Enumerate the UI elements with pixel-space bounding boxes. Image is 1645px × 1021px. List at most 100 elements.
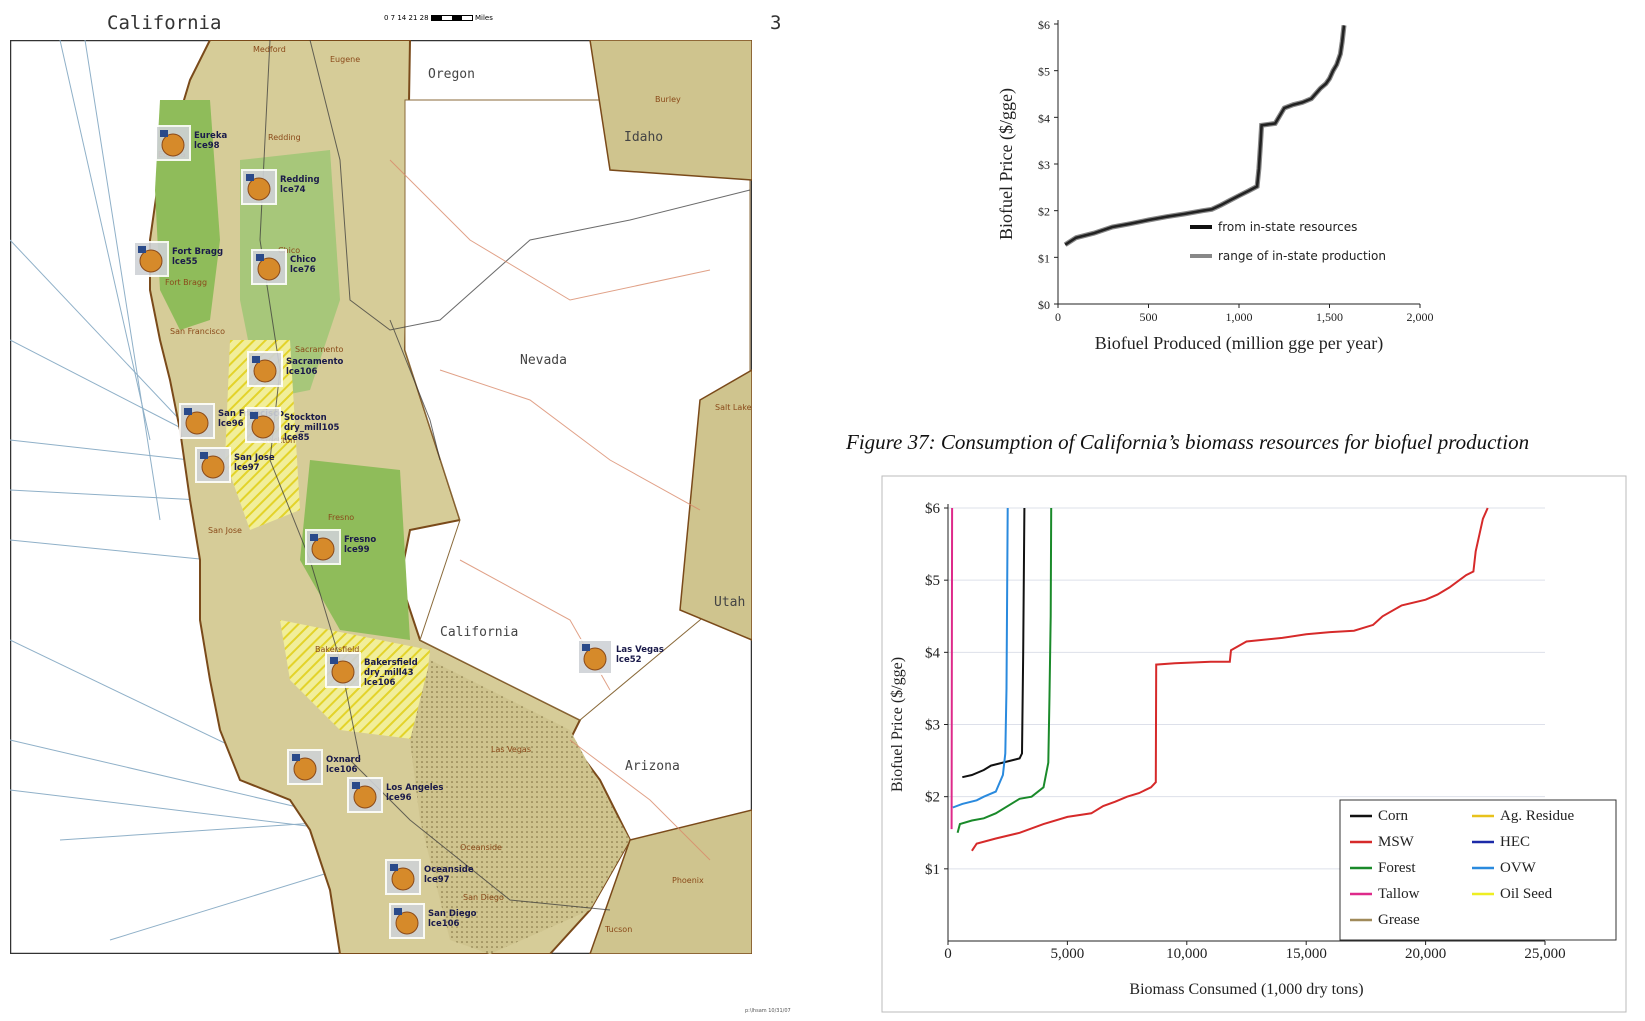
svg-text:Sacramento: Sacramento [295, 345, 343, 354]
facility-code: lce96 [386, 793, 412, 803]
x-axis-label: Biofuel Produced (million gge per year) [1095, 333, 1383, 354]
facility-code: lce106 [286, 367, 318, 377]
scale-unit: Miles [475, 14, 493, 22]
x-tick-label: 0 [1055, 310, 1061, 324]
y-tick-label: $4 [925, 645, 941, 661]
facility-name: San Diego [428, 909, 477, 919]
facility-name: Chico [290, 255, 316, 265]
plant-icon [200, 452, 208, 459]
biorefinery-icon [395, 911, 419, 935]
x-tick-label: 5,000 [1051, 946, 1085, 962]
biorefinery-icon [161, 133, 185, 157]
x-tick-label: 20,000 [1405, 946, 1446, 962]
y-axis-label: Biofuel Price ($/gge) [889, 657, 906, 792]
legend-label: Tallow [1378, 886, 1420, 902]
biorefinery-icon [139, 249, 163, 273]
x-tick-label: 15,000 [1286, 946, 1327, 962]
facility-code: lce76 [290, 265, 316, 275]
y-tick-label: $6 [1038, 18, 1050, 32]
biorefinery-icon [353, 785, 377, 809]
legend-label: Oil Seed [1500, 886, 1553, 902]
plant-icon [292, 754, 300, 761]
price-vs-production-chart: 0 500 1,000 1,500 2,000 $0 $1 $2 $3 $4 $5 $6 Biofuel… [996, 18, 1434, 354]
x-axis-label: Biomass Consumed (1,000 dry tons) [1129, 981, 1363, 998]
legend-label: Corn [1378, 808, 1409, 824]
facility-name: Fort Bragg [172, 247, 223, 257]
svg-text:Fort Bragg: Fort Bragg [165, 278, 207, 287]
biorefinery-icon [331, 660, 355, 684]
green-fresno [300, 460, 410, 640]
idaho-region [589, 40, 752, 181]
plant-icon [310, 534, 318, 541]
utah-region [679, 369, 752, 641]
svg-text:Burley: Burley [655, 95, 681, 104]
x-tick-label: 500 [1140, 310, 1158, 324]
series-line-forest [956, 507, 1053, 834]
biorefinery-icon [247, 177, 271, 201]
svg-text:Idaho: Idaho [624, 130, 663, 145]
facility-code: lce97 [234, 463, 260, 473]
biorefinery-icon [391, 867, 415, 891]
svg-text:Utah: Utah [714, 595, 745, 610]
biomass-consumption-chart: 0 5,000 10,000 15,000 20,000 25,000 $1 $2 $3 $4 $5… [881, 475, 1627, 1013]
southern-desert [410, 660, 630, 954]
facility-code: lce96 [218, 419, 244, 429]
series-line-ovw [952, 507, 1009, 809]
svg-text:Salt Lake City: Salt Lake City [715, 403, 752, 412]
plant-icon [184, 408, 192, 415]
x-tick-label: 1,500 [1316, 310, 1343, 324]
facility-code: lce98 [194, 141, 220, 151]
facility-name: Bakersfield [364, 658, 418, 668]
facility-name: Los Angeles [386, 783, 444, 793]
svg-text:Bakersfield: Bakersfield [315, 645, 359, 654]
plant-icon [138, 246, 146, 253]
map-scale-bar: 0 7 14 21 28 Miles [384, 14, 493, 22]
svg-text:Eugene: Eugene [330, 55, 360, 64]
nevada-region [404, 99, 751, 721]
x-tick-label: 10,000 [1166, 946, 1207, 962]
map-region-labels: Oregon Idaho Nevada California Utah Ariz… [428, 67, 745, 774]
series-line-msw [971, 507, 1489, 852]
svg-text:San Francisco: San Francisco [170, 327, 225, 336]
y-tick-label: $3 [925, 718, 940, 734]
scale-bar-graphic [430, 15, 473, 21]
biorefinery-icon [253, 359, 277, 383]
svg-text:Phoenix: Phoenix [672, 876, 704, 885]
facility-code: dry_mill43 [364, 668, 414, 678]
x-tick-label: 0 [944, 946, 952, 962]
legend-label: range of in-state production [1218, 249, 1386, 263]
biorefinery-icon [311, 537, 335, 561]
figure-caption: Figure 37: Consumption of California’s b… [846, 430, 1530, 454]
y-tick-label: $5 [925, 573, 940, 589]
y-tick-label: $1 [925, 862, 940, 878]
svg-text:Nevada: Nevada [520, 353, 567, 368]
legend-label: Grease [1378, 912, 1420, 928]
y-tick-label: $3 [1038, 158, 1050, 172]
facility-code: lce106 [326, 765, 358, 775]
legend-label: MSW [1378, 834, 1415, 850]
svg-text:Chico: Chico [278, 246, 300, 255]
facility-name: Oceanside [424, 865, 474, 875]
arizona-region [589, 809, 752, 954]
facility-code: lce106 [428, 919, 460, 929]
svg-text:San Jose: San Jose [208, 526, 242, 535]
facility-code: lce97 [424, 875, 450, 885]
svg-text:Medford: Medford [253, 45, 286, 54]
y-tick-label: $5 [1038, 65, 1050, 79]
plant-icon [390, 864, 398, 871]
svg-text:Redding: Redding [268, 133, 301, 142]
legend-label: Forest [1378, 860, 1416, 876]
svg-text:Tucson: Tucson [604, 925, 632, 934]
california-map: Oregon Idaho Nevada California Utah Ariz… [10, 40, 752, 954]
y-tick-label: $0 [1038, 298, 1050, 312]
